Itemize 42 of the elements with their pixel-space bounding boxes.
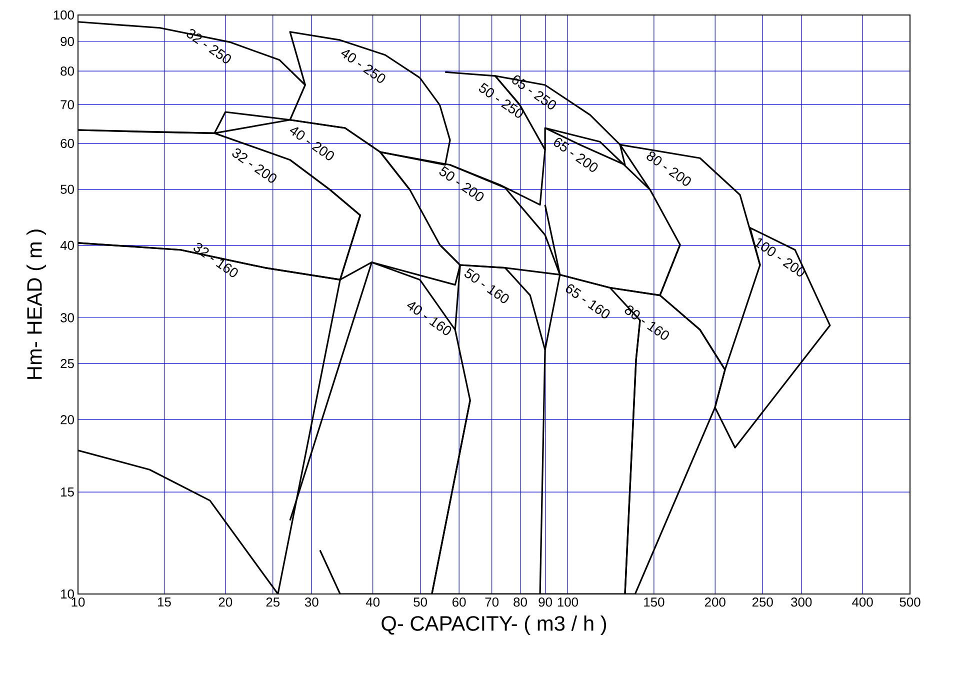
y-tick-label: 70	[60, 100, 74, 110]
text: 65 - 200	[554, 138, 598, 172]
x-tick-label: 400	[852, 598, 873, 607]
x-tick-label: 30	[304, 598, 318, 607]
x-tick-label: 40	[366, 598, 380, 607]
x-tick-label: 20	[218, 598, 232, 607]
x-tick-label: 150	[644, 598, 664, 607]
y-tick-label: 90	[60, 36, 74, 46]
x-tick-label: 50	[414, 598, 427, 607]
text: 65 - 160	[566, 284, 610, 318]
y-tick-label: 50	[60, 184, 74, 194]
y-tick-label: 80	[60, 66, 74, 76]
y-tick-label: 30	[60, 313, 74, 322]
text: 40 - 200	[290, 127, 334, 160]
x-tick-label: 25	[266, 598, 280, 607]
text: 40 - 250	[341, 50, 386, 83]
text: 32 - 160	[194, 242, 238, 278]
x-tick-label: 100	[558, 598, 578, 607]
y-tick-label: 100	[54, 10, 74, 20]
text: 80 - 200	[646, 152, 691, 186]
x-tick-label: 90	[538, 598, 552, 607]
x-axis-title: Q- CAPACITY- ( m3 / h )	[382, 616, 606, 636]
x-tick-label: 300	[791, 598, 812, 607]
y-axis-title: Hm- HEAD ( m )	[26, 230, 46, 379]
text: 50 - 200	[439, 166, 484, 202]
x-tick-label: 10	[72, 598, 85, 607]
x-tick-label: 60	[452, 598, 466, 607]
x-tick-label: 500	[900, 598, 920, 607]
y-tick-label: 40	[60, 240, 74, 250]
y-tick-label: 15	[61, 488, 74, 497]
x-tick-label: 250	[752, 598, 773, 607]
x-tick-label: 15	[158, 598, 171, 607]
y-tick-label: 10	[61, 589, 74, 599]
x-tick-label: 200	[704, 598, 726, 607]
y-tick-label: 25	[60, 358, 74, 368]
text: 40 - 160	[407, 302, 452, 336]
text: 50 - 160	[464, 268, 509, 304]
text: 32 - 200	[232, 148, 276, 183]
x-tick-label: 70	[485, 598, 499, 607]
y-tick-label: 20	[60, 415, 74, 424]
y-tick-label: 60	[60, 138, 74, 148]
x-tick-label: 80	[514, 598, 527, 607]
